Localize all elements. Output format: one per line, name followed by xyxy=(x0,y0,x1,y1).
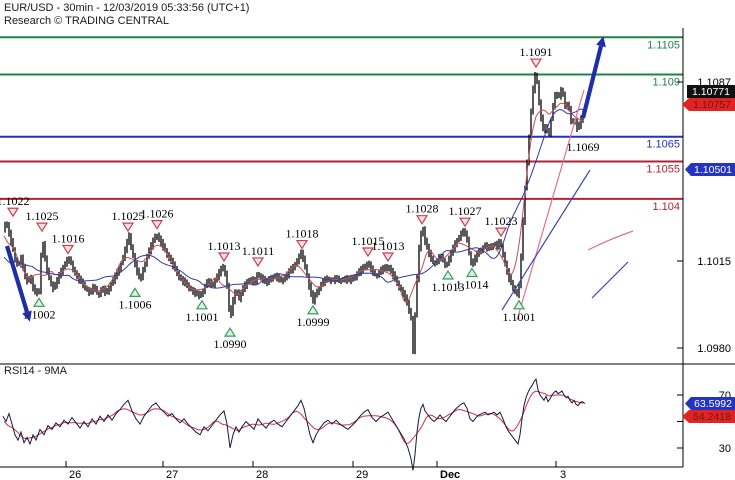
pivot-high-icon xyxy=(35,222,49,233)
pivot-high-label: 1.1026 xyxy=(141,207,174,221)
price-annotation: 1.1069 xyxy=(567,140,600,154)
pivot-low-label: 1.0990 xyxy=(214,337,247,351)
level-label-1.109: 1.109 xyxy=(652,77,680,89)
pivot-high-icon xyxy=(150,220,164,230)
pivot-low-icon xyxy=(32,297,46,307)
last-price-tag xyxy=(687,85,735,98)
pivot-high-icon xyxy=(529,58,543,69)
pivot-low-label: 1.1014 xyxy=(456,277,489,291)
red-price-tag xyxy=(682,98,735,111)
pivot-low-icon xyxy=(195,299,209,310)
pivot-high-icon xyxy=(6,207,20,218)
trendline-blue-trend xyxy=(501,169,591,311)
pivot-high-label: 1.1013 xyxy=(372,239,405,253)
pivot-low-label: 1.1001 xyxy=(503,310,536,324)
x-tick-label-27: 27 xyxy=(166,469,178,480)
trendline-pink-support xyxy=(587,230,634,251)
red-price-tag xyxy=(682,410,735,423)
pivot-high-label: 1.1022 xyxy=(0,194,30,208)
ma-fast-line xyxy=(3,102,585,304)
pivot-high-label: 1.1013 xyxy=(208,239,241,253)
trendline-pink-forecast xyxy=(516,89,585,321)
blue-price-tag-label: 63.5992 xyxy=(694,398,732,410)
pivot-low-label: 1.1002 xyxy=(23,307,56,321)
pivot-low-icon xyxy=(128,287,142,297)
pivot-high-icon xyxy=(217,252,231,263)
x-tick-label-3: 3 xyxy=(560,469,566,480)
down-trend-arrow-head-icon xyxy=(22,310,32,322)
rsi-ma-line xyxy=(3,390,584,444)
pivot-high-icon xyxy=(295,239,309,250)
level-label-1.1055: 1.1055 xyxy=(646,164,680,176)
red-price-tag-label: 54.2418 xyxy=(693,411,731,423)
pivot-high-label: 1.1016 xyxy=(52,232,85,246)
y-tick-label: 1.1015 xyxy=(697,256,731,268)
pivot-high-label: 1.1015 xyxy=(352,234,385,248)
up-trend-arrow-head-icon xyxy=(596,36,606,48)
rsi-panel-label: RSI14 - 9MA xyxy=(4,365,67,377)
pivot-high-label: 1.1025 xyxy=(26,209,59,223)
pivot-high-label: 1.1025 xyxy=(112,209,145,223)
blue-price-tag xyxy=(685,163,735,176)
pivot-high-icon xyxy=(381,252,395,263)
pivot-low-icon xyxy=(512,299,526,310)
pivot-low-icon xyxy=(441,269,455,280)
pivot-high-label: 1.1023 xyxy=(485,214,518,228)
chart-title: EUR/USD - 30min - 12/03/2019 05:33:56 (U… xyxy=(4,2,250,14)
y-tick-label: 1.0980 xyxy=(697,343,731,355)
pivot-low-icon xyxy=(465,267,479,278)
chart-provider: Research © TRADING CENTRAL xyxy=(4,15,169,27)
blue-price-tag-label: 1.10501 xyxy=(694,164,732,176)
rsi-line xyxy=(2,377,586,471)
pivot-high-label: 1.1011 xyxy=(242,244,275,258)
pivot-high-icon xyxy=(415,215,429,225)
down-trend-arrow xyxy=(4,245,30,313)
trendline-blue-support xyxy=(591,261,629,299)
pivot-low-label: 1.1006 xyxy=(119,297,152,311)
x-tick-label-29: 29 xyxy=(356,469,368,480)
blue-price-tag xyxy=(685,397,735,410)
ma-slow-line xyxy=(3,108,585,289)
pivot-high-label: 1.1018 xyxy=(286,227,319,241)
pivot-low-label: 1.0999 xyxy=(297,315,330,329)
pivot-high-icon xyxy=(458,217,472,228)
pivot-low-label: 1.1001 xyxy=(186,310,219,324)
pivot-high-label: 1.1091 xyxy=(520,45,553,59)
x-tick-label-Dec: Dec xyxy=(440,469,460,480)
pivot-high-icon xyxy=(251,257,265,268)
red-price-tag-label: 1.10757 xyxy=(693,99,731,111)
pivot-high-icon xyxy=(494,227,508,238)
up-trend-arrow xyxy=(580,45,604,119)
x-tick-label-26: 26 xyxy=(69,469,81,480)
pivot-low-icon xyxy=(306,304,320,315)
level-label-1.1105: 1.1105 xyxy=(647,39,680,51)
pivot-high-label: 1.1027 xyxy=(449,204,482,218)
level-label-1.104: 1.104 xyxy=(652,201,680,213)
pivot-high-icon xyxy=(361,247,375,258)
level-label-1.1065: 1.1065 xyxy=(646,139,680,151)
rsi-tick-label: 30 xyxy=(719,443,731,455)
pivot-high-icon xyxy=(121,222,135,233)
last-price-tag-label: 1.10771 xyxy=(692,86,730,98)
pivot-high-label: 1.1028 xyxy=(406,202,439,216)
pivot-low-label: 1.1013 xyxy=(432,280,465,294)
pivot-high-icon xyxy=(61,244,75,255)
pivot-low-icon xyxy=(223,327,237,337)
x-tick-label-28: 28 xyxy=(256,469,268,480)
